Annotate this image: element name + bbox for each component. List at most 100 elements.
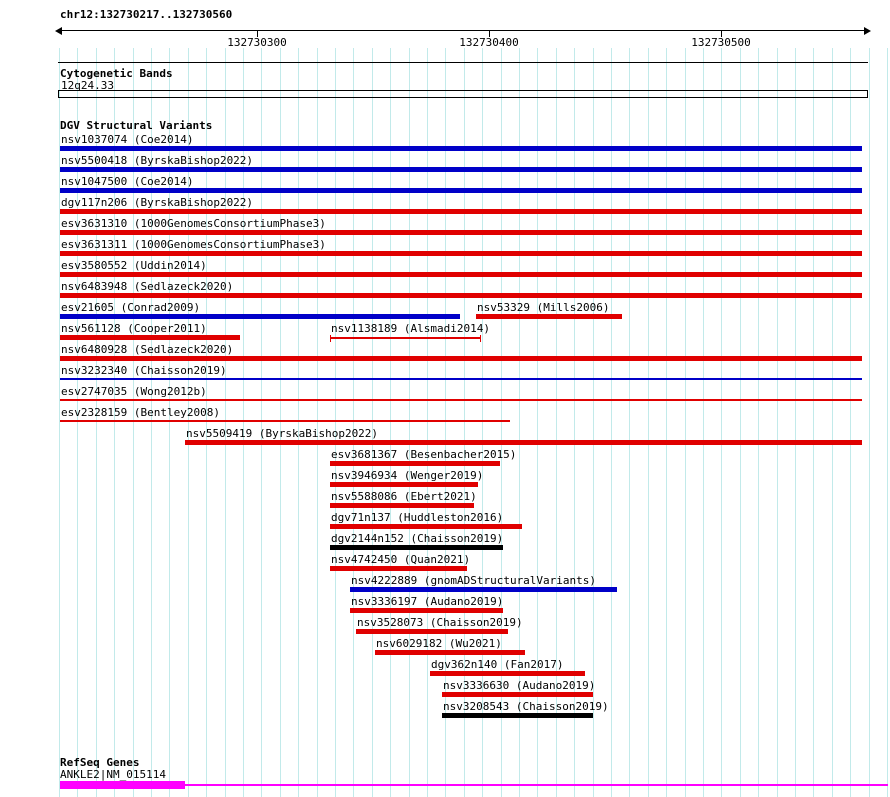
- variant-label[interactable]: dgv117n206 (ByrskaBishop2022): [61, 196, 254, 209]
- variant-label[interactable]: nsv6029182 (Wu2021): [376, 637, 502, 650]
- variant-bar[interactable]: [330, 545, 503, 550]
- variant-label[interactable]: dgv71n137 (Huddleston2016): [331, 511, 504, 524]
- gridline: [684, 48, 686, 797]
- variant-label[interactable]: esv3681367 (Besenbacher2015): [331, 448, 517, 461]
- gridline: [114, 48, 116, 797]
- gridline: [519, 48, 520, 797]
- ruler-line: [62, 30, 864, 31]
- variant-bar[interactable]: [60, 146, 862, 151]
- gridline: [298, 48, 300, 797]
- ibeam-cap-left: [330, 335, 331, 342]
- variant-bar[interactable]: [442, 713, 593, 718]
- variant-label[interactable]: nsv3208543 (Chaisson2019): [443, 700, 609, 713]
- gridline: [224, 48, 226, 797]
- variant-label[interactable]: nsv5509419 (ByrskaBishop2022): [186, 427, 379, 440]
- variant-label[interactable]: nsv1047500 (Coe2014): [61, 175, 194, 188]
- variant-label[interactable]: nsv1138189 (Alsmadi2014): [331, 322, 490, 335]
- gridline: [482, 48, 484, 797]
- variant-label[interactable]: nsv4222889 (gnomADStructuralVariants): [351, 574, 597, 587]
- variant-bar[interactable]: [60, 335, 240, 340]
- variant-label[interactable]: nsv3232340 (Chaisson2019): [61, 364, 227, 377]
- variant-bar[interactable]: [330, 461, 500, 466]
- ruler-tick-label: 132730300: [227, 36, 287, 49]
- variant-label[interactable]: nsv5588086 (Ebert2021): [331, 490, 477, 503]
- variant-label[interactable]: nsv6480928 (Sedlazeck2020): [61, 343, 234, 356]
- gridline: [427, 48, 428, 797]
- variant-bar[interactable]: [442, 692, 593, 697]
- variant-label[interactable]: nsv3336197 (Audano2019): [351, 595, 504, 608]
- variant-label[interactable]: nsv4742450 (Quan2021): [331, 553, 471, 566]
- ruler-tick: [721, 31, 722, 37]
- variant-bar[interactable]: [330, 335, 481, 342]
- gridline: [813, 48, 815, 797]
- variant-bar[interactable]: [476, 314, 622, 319]
- gridline: [721, 48, 723, 797]
- variant-label[interactable]: dgv2144n152 (Chaisson2019): [331, 532, 504, 545]
- gridline: [555, 48, 557, 797]
- gene-thin-line[interactable]: [185, 784, 888, 786]
- variant-bar[interactable]: [60, 167, 862, 172]
- variant-label[interactable]: nsv6483948 (Sedlazeck2020): [61, 280, 234, 293]
- gene-label[interactable]: ANKLE2|NM_015114: [60, 768, 166, 781]
- gridline: [353, 48, 355, 797]
- ibeam-line: [330, 337, 481, 339]
- variant-label[interactable]: esv21605 (Conrad2009): [61, 301, 201, 314]
- ruler-tick: [489, 31, 490, 37]
- cytoband-rect[interactable]: [58, 90, 868, 98]
- variant-bar[interactable]: [356, 629, 508, 634]
- variant-label[interactable]: dgv362n140 (Fan2017): [431, 658, 564, 671]
- variant-bar[interactable]: [350, 608, 503, 613]
- variant-bar[interactable]: [60, 188, 862, 193]
- gridline: [335, 48, 336, 797]
- variant-label[interactable]: esv2328159 (Bentley2008): [61, 406, 220, 419]
- gridline: [574, 48, 576, 797]
- variant-bar[interactable]: [350, 587, 617, 592]
- gridline: [592, 48, 594, 797]
- variant-bar[interactable]: [60, 272, 862, 277]
- variant-label[interactable]: nsv5500418 (ByrskaBishop2022): [61, 154, 254, 167]
- variant-bar[interactable]: [60, 251, 862, 256]
- cytobands-title: Cytogenetic Bands: [60, 67, 173, 80]
- variant-label[interactable]: nsv3336630 (Audano2019): [443, 679, 596, 692]
- gridline: [187, 48, 189, 797]
- variant-bar[interactable]: [375, 650, 525, 655]
- gridline: [868, 48, 870, 797]
- gridline: [408, 48, 410, 797]
- variant-bar[interactable]: [60, 314, 460, 319]
- variant-label[interactable]: nsv561128 (Cooper2011): [61, 322, 207, 335]
- gridline: [77, 48, 79, 797]
- gridline: [739, 48, 741, 797]
- dgv-title: DGV Structural Variants: [60, 119, 213, 132]
- variant-bar[interactable]: [185, 440, 862, 445]
- variant-label[interactable]: nsv53329 (Mills2006): [477, 301, 610, 314]
- variant-bar[interactable]: [60, 293, 862, 298]
- variant-label[interactable]: esv3631311 (1000GenomesConsortiumPhase3): [61, 238, 326, 251]
- gridline: [629, 48, 631, 797]
- variant-label[interactable]: esv3580552 (Uddin2014): [61, 259, 207, 272]
- variant-bar[interactable]: [60, 230, 862, 235]
- gridline: [647, 48, 649, 797]
- gene-thick-bar[interactable]: [60, 781, 185, 789]
- ruler-arrowhead-left: [55, 27, 62, 35]
- variant-bar[interactable]: [330, 503, 474, 508]
- variant-label[interactable]: nsv3946934 (Wenger2019): [331, 469, 484, 482]
- variant-bar[interactable]: [330, 566, 467, 571]
- region-title: chr12:132730217..132730560: [60, 8, 233, 21]
- variant-bar[interactable]: [430, 671, 585, 676]
- variant-label[interactable]: nsv3528073 (Chaisson2019): [357, 616, 523, 629]
- gridline: [831, 48, 833, 797]
- variant-bar[interactable]: [60, 399, 862, 401]
- variant-bar[interactable]: [60, 420, 510, 422]
- variant-bar[interactable]: [330, 524, 522, 529]
- gridline: [463, 48, 465, 797]
- variant-label[interactable]: esv3631310 (1000GenomesConsortiumPhase3): [61, 217, 326, 230]
- variant-bar[interactable]: [60, 209, 862, 214]
- variant-bar[interactable]: [330, 482, 478, 487]
- gridline: [95, 48, 97, 797]
- variant-label[interactable]: nsv1037074 (Coe2014): [61, 133, 194, 146]
- ruler-arrowhead-right: [864, 27, 871, 35]
- variant-label[interactable]: esv2747035 (Wong2012b): [61, 385, 207, 398]
- variant-bar[interactable]: [60, 356, 862, 361]
- variant-bar[interactable]: [60, 378, 862, 380]
